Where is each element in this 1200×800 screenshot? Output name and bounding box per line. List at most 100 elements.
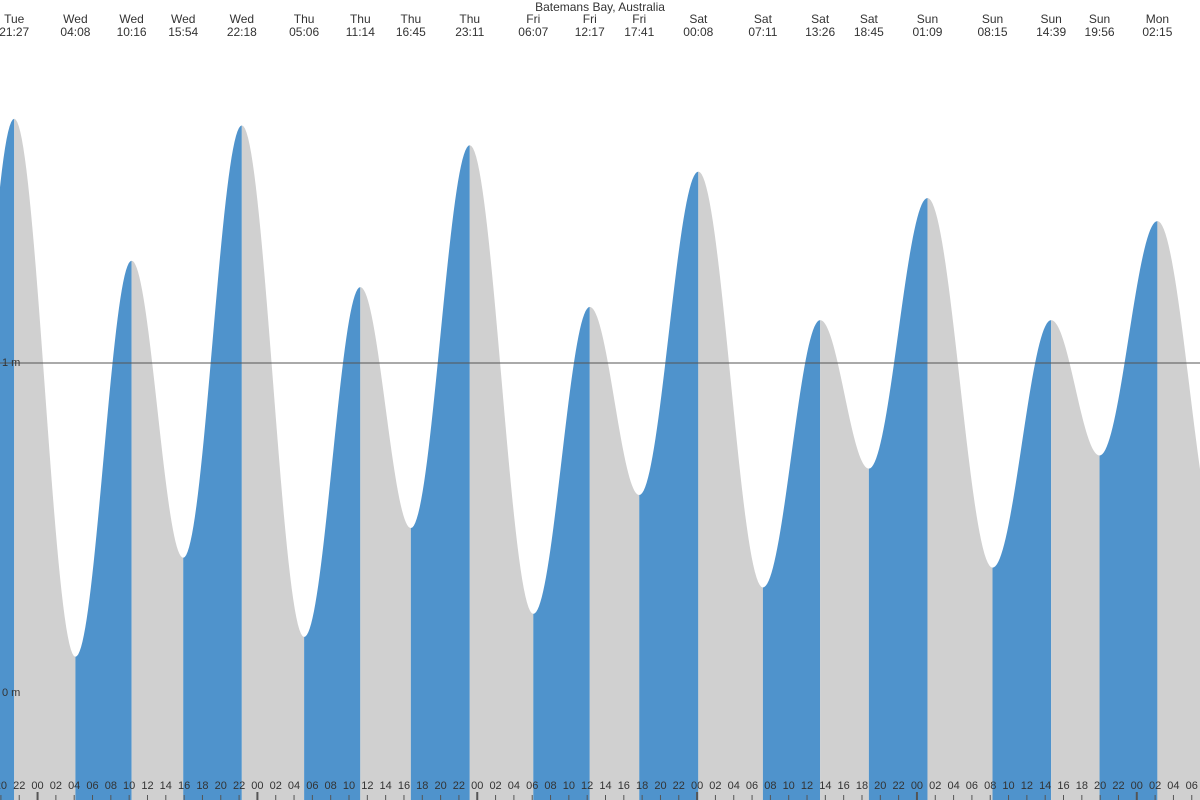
x-tick-label: 14: [160, 780, 172, 792]
extreme-day: Thu: [400, 12, 421, 26]
extreme-time: 19:56: [1085, 25, 1115, 39]
extreme-time: 16:45: [396, 25, 426, 39]
x-tick-label: 08: [325, 780, 337, 792]
x-tick-label: 00: [31, 780, 43, 792]
tide-segment: [360, 287, 411, 800]
extreme-day: Tue: [4, 12, 25, 26]
extreme-time: 08:15: [978, 25, 1008, 39]
x-tick-label: 20: [874, 780, 886, 792]
x-tick-label: 14: [819, 780, 831, 792]
y-tick-label: 1 m: [2, 357, 20, 369]
x-tick-label: 12: [581, 780, 593, 792]
x-tick-label: 18: [856, 780, 868, 792]
extreme-day: Thu: [294, 12, 315, 26]
x-tick-label: 10: [1002, 780, 1014, 792]
x-tick-label: 00: [1131, 780, 1143, 792]
tide-segment: [131, 260, 184, 800]
x-tick-label: 14: [380, 780, 392, 792]
extreme-day: Wed: [230, 12, 254, 26]
x-tick-label: 00: [911, 780, 923, 792]
x-tick-label: 20: [215, 780, 227, 792]
x-tick-label: 02: [270, 780, 282, 792]
tide-segment: [1051, 320, 1100, 800]
extreme-day: Sat: [811, 12, 830, 26]
tide-segment: [410, 145, 470, 800]
tide-segment: [75, 260, 132, 800]
x-tick-label: 18: [1076, 780, 1088, 792]
x-tick-label: 06: [86, 780, 98, 792]
x-tick-label: 02: [709, 780, 721, 792]
tide-segment: [1099, 221, 1158, 800]
tide-segment: [820, 320, 869, 800]
tide-segment: [868, 198, 928, 800]
x-tick-label: 06: [966, 780, 978, 792]
tide-segment: [927, 198, 993, 800]
x-tick-label: 10: [123, 780, 135, 792]
extreme-time: 07:11: [748, 25, 777, 39]
x-tick-label: 22: [233, 780, 245, 792]
extreme-time: 18:45: [854, 25, 884, 39]
tide-segment: [762, 320, 821, 800]
extreme-time: 01:09: [912, 25, 942, 39]
tide-segment: [0, 118, 15, 800]
x-tick-label: 04: [68, 780, 80, 792]
x-tick-label: 06: [526, 780, 538, 792]
extreme-time: 12:17: [575, 25, 605, 39]
x-tick-label: 16: [178, 780, 190, 792]
extreme-time: 21:27: [0, 25, 30, 39]
x-tick-label: 22: [893, 780, 905, 792]
extreme-time: 23:11: [455, 25, 484, 39]
extreme-time: 10:16: [117, 25, 147, 39]
x-tick-label: 00: [691, 780, 703, 792]
x-tick-label: 12: [141, 780, 153, 792]
x-tick-label: 22: [13, 780, 25, 792]
x-tick-label: 00: [471, 780, 483, 792]
x-tick-label: 08: [105, 780, 117, 792]
x-tick-label: 08: [984, 780, 996, 792]
y-tick-label: 0 m: [2, 687, 20, 699]
x-tick-label: 20: [434, 780, 446, 792]
x-tick-label: 12: [801, 780, 813, 792]
x-tick-label: 18: [416, 780, 428, 792]
extreme-day: Fri: [526, 12, 540, 26]
extreme-time: 02:15: [1142, 25, 1172, 39]
x-tick-label: 16: [1057, 780, 1069, 792]
extreme-day: Fri: [583, 12, 597, 26]
tide-segment: [304, 287, 361, 800]
extreme-time: 15:54: [168, 25, 198, 39]
x-tick-label: 16: [618, 780, 630, 792]
x-tick-label: 20: [0, 780, 7, 792]
extreme-time: 00:08: [683, 25, 713, 39]
extreme-day: Sun: [1040, 12, 1061, 26]
x-tick-label: 08: [764, 780, 776, 792]
chart-title: Batemans Bay, Australia: [535, 0, 665, 14]
extreme-time: 22:18: [227, 25, 257, 39]
extreme-time: 05:06: [289, 25, 319, 39]
tide-segment: [992, 320, 1052, 800]
x-tick-label: 02: [489, 780, 501, 792]
tide-segment: [469, 145, 534, 800]
extreme-day: Sun: [982, 12, 1003, 26]
tide-segment: [639, 171, 699, 800]
extreme-time: 14:39: [1036, 25, 1066, 39]
x-tick-label: 04: [947, 780, 959, 792]
x-tick-label: 16: [838, 780, 850, 792]
x-tick-label: 10: [783, 780, 795, 792]
extreme-day: Wed: [119, 12, 143, 26]
x-tick-label: 10: [563, 780, 575, 792]
x-tick-label: 16: [398, 780, 410, 792]
x-tick-label: 04: [1167, 780, 1179, 792]
extreme-day: Sun: [1089, 12, 1110, 26]
x-tick-label: 20: [1094, 780, 1106, 792]
x-tick-label: 04: [508, 780, 520, 792]
x-tick-label: 18: [196, 780, 208, 792]
tide-areas: [0, 118, 1200, 800]
x-tick-label: 22: [673, 780, 685, 792]
extreme-day: Sun: [917, 12, 938, 26]
x-tick-label: 08: [544, 780, 556, 792]
x-tick-label: 02: [50, 780, 62, 792]
extreme-time: 06:07: [518, 25, 548, 39]
x-tick-label: 20: [654, 780, 666, 792]
